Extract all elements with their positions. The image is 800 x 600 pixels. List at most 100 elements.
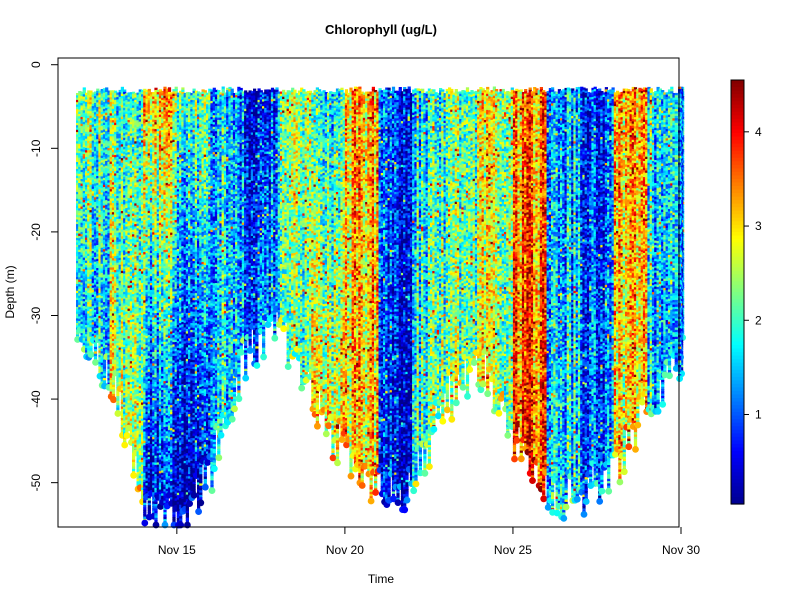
data-point xyxy=(87,166,91,170)
data-point xyxy=(82,287,86,291)
data-point xyxy=(93,222,98,226)
data-point xyxy=(76,270,80,274)
data-point xyxy=(102,299,107,303)
data-point xyxy=(116,322,120,326)
data-point xyxy=(76,95,80,99)
data-point xyxy=(105,269,109,273)
data-point xyxy=(85,113,89,117)
data-point xyxy=(111,288,116,292)
data-point xyxy=(102,150,107,154)
data-point xyxy=(100,132,104,136)
data-point xyxy=(105,167,109,172)
data-point xyxy=(89,104,93,108)
data-point xyxy=(105,317,109,321)
data-point xyxy=(98,269,102,274)
data-point xyxy=(87,311,91,315)
data-point xyxy=(82,230,86,234)
data-point xyxy=(116,191,120,195)
data-point xyxy=(107,157,111,161)
data-point xyxy=(87,200,91,204)
data-point xyxy=(76,162,80,166)
data-point xyxy=(82,324,86,328)
data-point xyxy=(109,239,113,243)
data-point xyxy=(85,274,89,278)
data-point xyxy=(76,251,80,255)
data-point xyxy=(76,185,80,189)
data-point xyxy=(114,339,118,343)
data-point xyxy=(76,97,80,101)
data-point xyxy=(87,338,91,342)
data-point xyxy=(111,354,116,358)
data-point xyxy=(114,161,118,166)
data-point xyxy=(96,157,100,161)
data-point xyxy=(87,131,91,135)
data-point xyxy=(107,286,111,290)
data-point xyxy=(89,138,93,142)
data-point xyxy=(85,297,89,301)
data-point xyxy=(116,274,120,278)
data-point xyxy=(109,359,113,363)
data-point xyxy=(102,366,107,370)
data-point xyxy=(80,144,84,148)
data-point xyxy=(105,253,109,257)
data-point xyxy=(87,230,91,234)
data-point xyxy=(100,208,104,212)
data-point xyxy=(98,212,102,216)
data-point xyxy=(93,208,98,212)
data-point xyxy=(111,214,116,218)
data-point xyxy=(82,255,86,259)
data-point xyxy=(85,170,89,175)
data-point xyxy=(80,107,84,111)
data-point xyxy=(91,269,95,273)
data-point xyxy=(116,159,120,163)
data-point xyxy=(107,194,111,198)
data-point xyxy=(80,250,84,254)
data-point xyxy=(100,252,104,256)
data-point xyxy=(87,292,91,296)
data-point xyxy=(107,332,111,336)
data-point xyxy=(109,267,113,271)
data-point xyxy=(87,295,91,299)
data-point xyxy=(111,104,116,108)
data-point xyxy=(93,224,98,229)
data-point xyxy=(102,246,107,251)
data-point xyxy=(114,198,118,202)
data-point xyxy=(102,138,107,142)
data-point xyxy=(109,90,113,94)
data-point xyxy=(76,226,80,230)
data-point xyxy=(87,348,91,352)
data-point xyxy=(100,369,104,373)
data-point xyxy=(91,310,95,314)
data-point xyxy=(89,111,93,115)
data-point xyxy=(93,252,98,256)
data-point xyxy=(85,272,89,276)
data-point xyxy=(111,283,116,287)
data-point xyxy=(80,307,84,311)
data-point xyxy=(82,326,86,330)
data-point xyxy=(82,101,86,105)
data-point xyxy=(107,150,111,154)
data-point xyxy=(100,319,104,323)
data-point xyxy=(98,150,102,154)
data-point xyxy=(114,115,118,120)
data-point xyxy=(76,106,80,110)
data-point xyxy=(80,333,84,337)
data-point xyxy=(107,329,111,333)
data-point xyxy=(89,159,93,163)
data-point xyxy=(116,97,120,101)
data-point xyxy=(93,142,98,146)
data-point xyxy=(82,310,86,314)
data-point xyxy=(98,292,102,297)
data-point xyxy=(107,166,111,170)
data-point xyxy=(100,355,104,359)
data-point xyxy=(89,345,93,349)
data-point xyxy=(109,221,113,225)
data-point xyxy=(93,172,98,176)
data-point xyxy=(89,189,93,193)
data-point xyxy=(107,235,111,239)
data-point xyxy=(85,111,89,115)
data-point xyxy=(80,169,84,173)
data-point xyxy=(98,309,102,313)
data-point xyxy=(98,311,102,315)
data-point xyxy=(109,150,113,154)
